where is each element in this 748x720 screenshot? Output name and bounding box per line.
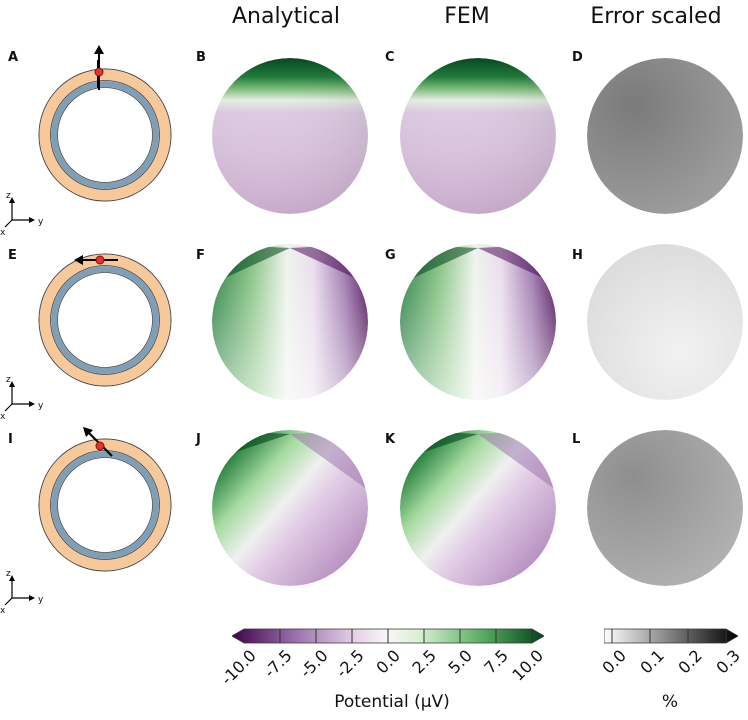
panel-label-c: C [385, 50, 395, 65]
potential-tick-label: 0.0 [372, 646, 404, 678]
axes-icon-row2 [4, 381, 35, 412]
axis-label-z-row1: z [6, 191, 11, 201]
dipole-tangential [74, 255, 118, 265]
sphere-analytical-radial [212, 58, 368, 214]
panel-label-h: H [572, 248, 583, 263]
panel-label-d: D [572, 50, 583, 65]
potential-tick-label: 2.5 [408, 646, 440, 678]
sphere-fem-radial [400, 58, 556, 214]
axis-label-y-row1: y [38, 217, 44, 227]
axis-label-y-row2: y [38, 401, 44, 411]
axes-icon-row1 [4, 197, 35, 228]
panel-label-b: B [196, 50, 206, 65]
column-title-fem: FEM [444, 4, 490, 29]
potential-tick-label: 5.0 [444, 646, 476, 678]
potential-tick-label: -10.0 [216, 646, 260, 689]
error-tick-label: 0.1 [636, 646, 668, 678]
panel-label-l: L [572, 432, 581, 447]
panel-label-i: I [8, 432, 13, 447]
panel-label-a: A [8, 50, 19, 65]
axis-label-y-row3: y [38, 595, 44, 605]
potential-tick-label: 7.5 [480, 646, 512, 678]
sphere-analytical-oblique [212, 430, 368, 586]
panel-label-j: J [196, 432, 201, 447]
panel-label-k: K [385, 432, 396, 447]
sphere-error-radial [587, 58, 743, 214]
potential-colorbar [232, 628, 544, 644]
panel-label-f: F [196, 248, 205, 263]
panel-label-e: E [8, 248, 17, 263]
sphere-analytical-tangential [212, 244, 368, 400]
head-model-tangential [38, 253, 172, 387]
column-title-analytical: Analytical [231, 4, 341, 29]
axis-label-z-row2: z [6, 375, 11, 385]
error-colorbar-label: % [661, 692, 679, 712]
error-tick-label: 0.3 [712, 646, 744, 678]
error-tick-label: 0.0 [598, 646, 630, 678]
potential-tick-label: 10.0 [508, 646, 548, 685]
dipole-oblique [83, 427, 113, 457]
axis-label-x-row1: x [0, 228, 6, 238]
sphere-fem-oblique [400, 430, 556, 586]
potential-tick-label: -5.0 [295, 646, 332, 682]
axis-label-x-row3: x [0, 606, 6, 616]
panel-label-g: G [385, 248, 396, 263]
head-model-oblique [38, 438, 172, 572]
dipole-radial [94, 45, 104, 90]
sphere-error-tangential [587, 244, 743, 400]
error-tick-label: 0.2 [674, 646, 706, 678]
potential-colorbar-label: Potential (μV) [334, 692, 450, 712]
error-colorbar [604, 628, 738, 644]
potential-tick-label: -7.5 [259, 646, 296, 682]
axes-icon-row3 [4, 575, 35, 606]
axis-label-z-row3: z [6, 569, 11, 579]
axis-label-x-row2: x [0, 412, 6, 422]
potential-tick-label: -2.5 [331, 646, 368, 682]
sphere-fem-tangential [400, 244, 556, 400]
sphere-error-oblique [587, 430, 743, 586]
column-title-error: Error scaled [590, 4, 722, 29]
head-model-radial [38, 60, 172, 202]
